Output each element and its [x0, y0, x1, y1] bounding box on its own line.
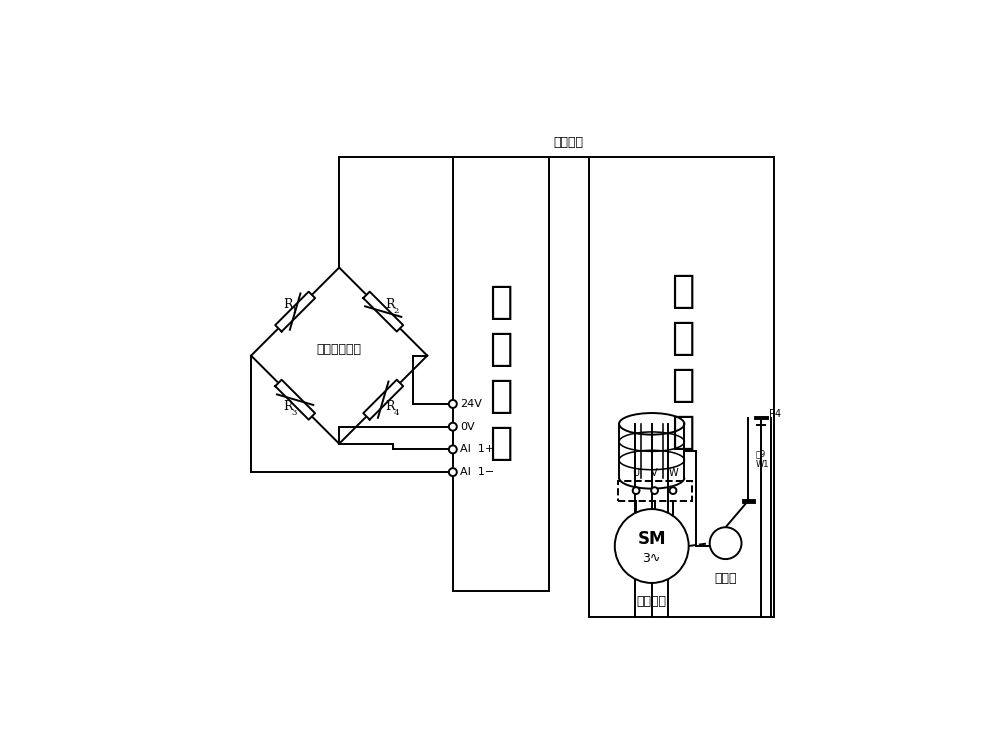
Text: 3: 3: [292, 409, 297, 417]
Polygon shape: [275, 292, 315, 331]
Text: AI  1−: AI 1−: [460, 467, 494, 477]
Text: 控制光纤: 控制光纤: [553, 136, 583, 149]
Bar: [618, 480, 692, 500]
Text: 3∿: 3∿: [643, 552, 661, 565]
Text: 编码器: 编码器: [714, 571, 737, 584]
Text: 合
模
驱
动: 合 模 驱 动: [671, 272, 695, 451]
Text: 控
制
模
块: 控 制 模 块: [489, 283, 513, 462]
Text: 图9
W1: 图9 W1: [756, 449, 769, 469]
Text: V: V: [651, 469, 658, 478]
Circle shape: [449, 423, 457, 431]
Text: W: W: [668, 469, 678, 478]
Text: U: U: [633, 469, 640, 478]
Polygon shape: [363, 380, 403, 420]
Circle shape: [449, 468, 457, 476]
Text: R: R: [283, 400, 293, 413]
Polygon shape: [275, 380, 315, 420]
Text: 锁模力传感器: 锁模力传感器: [317, 343, 362, 356]
Text: 4: 4: [394, 409, 399, 417]
Bar: [589, 156, 774, 617]
Bar: [453, 156, 549, 591]
Circle shape: [710, 527, 742, 559]
Text: 2: 2: [394, 307, 399, 315]
Text: AI  1+: AI 1+: [460, 444, 494, 455]
Text: 1: 1: [292, 307, 297, 315]
Circle shape: [449, 400, 457, 408]
Circle shape: [633, 487, 640, 494]
Text: P4: P4: [769, 409, 781, 418]
Text: SM: SM: [637, 530, 666, 548]
Text: 24V: 24V: [460, 399, 482, 409]
Text: 合模马达: 合模马达: [637, 596, 667, 608]
Text: R: R: [386, 400, 395, 413]
Text: R: R: [386, 298, 395, 311]
Text: R: R: [283, 298, 293, 311]
Circle shape: [449, 446, 457, 453]
Circle shape: [651, 487, 658, 494]
Circle shape: [615, 509, 689, 583]
Polygon shape: [363, 292, 403, 331]
Text: 0V: 0V: [460, 421, 475, 432]
Circle shape: [670, 487, 676, 494]
